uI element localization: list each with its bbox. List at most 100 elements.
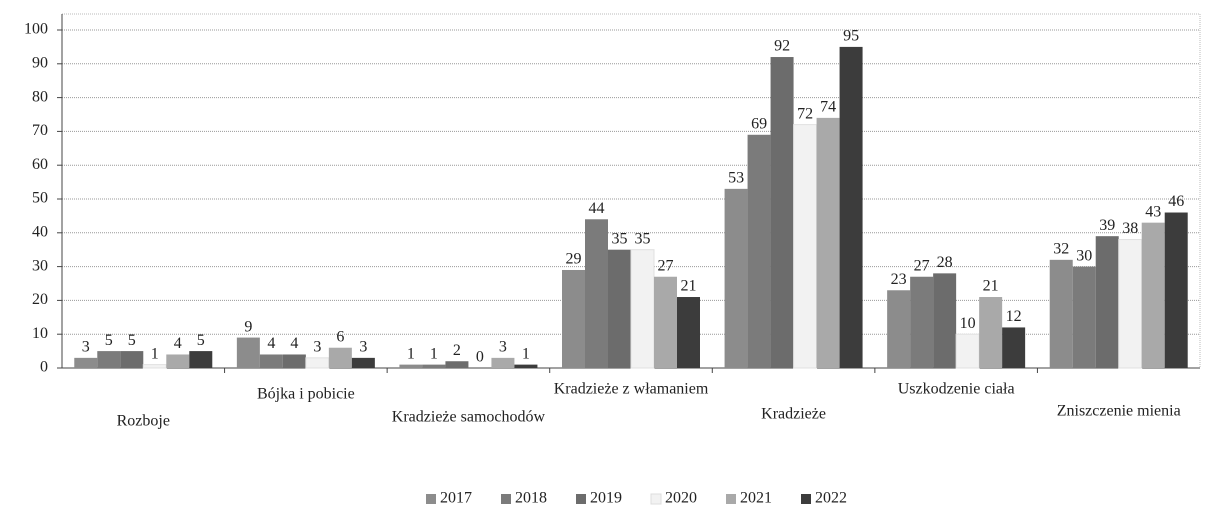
data-label: 3 [499,339,507,356]
y-tick-label: 30 [32,257,48,274]
y-tick-label: 20 [32,291,48,308]
bar [585,219,608,368]
bar [328,347,352,368]
data-label: 27 [658,257,674,274]
y-tick-label: 60 [32,156,48,173]
bar [793,124,818,369]
bar [724,188,748,368]
bar [166,354,190,368]
data-label: 3 [82,339,90,356]
data-label: 4 [290,335,298,352]
data-label: 35 [612,230,628,247]
data-label: 95 [843,28,859,45]
bar [654,276,677,368]
y-tick-label: 0 [40,359,48,376]
data-label: 21 [681,278,697,295]
data-label: 28 [937,254,953,271]
bar [1095,236,1119,368]
x-tick-label: Rozboje [117,413,170,430]
data-label: 43 [1145,203,1161,220]
legend-swatch [576,494,586,504]
bar [259,354,283,368]
bar [816,117,840,368]
x-tick-label: Kradzieże [761,406,826,423]
bar [630,249,655,369]
bar [1164,212,1188,368]
data-label: 9 [244,318,252,335]
data-label: 27 [914,257,930,274]
bar [491,357,515,368]
data-label: 29 [566,251,582,268]
legend-swatch [650,493,662,505]
data-label: 1 [430,345,438,362]
data-label: 5 [197,332,205,349]
data-label: 21 [983,278,999,295]
bar [236,337,260,368]
bar [910,276,934,368]
bar [422,364,446,368]
legend-label: 2022 [815,490,847,507]
data-label: 32 [1053,241,1069,258]
bar [747,134,771,368]
data-label: 44 [589,200,605,217]
data-label: 30 [1076,247,1092,264]
x-tick-label: Zniszczenie mienia [1057,403,1181,420]
bar [351,357,375,368]
data-label: 4 [267,335,275,352]
bar [770,57,794,368]
bar [142,364,167,369]
y-tick-label: 80 [32,88,48,105]
data-label: 1 [151,345,159,362]
data-label: 39 [1099,217,1115,234]
data-label: 74 [820,99,836,116]
bar [282,354,306,368]
x-tick-label: Kradzieże samochodów [392,409,546,426]
bar [677,297,700,368]
data-label: 3 [359,339,367,356]
data-label: 38 [1122,220,1138,237]
data-label: 1 [522,345,530,362]
bar [933,273,957,368]
data-label: 4 [174,335,182,352]
data-label: 2 [453,342,461,359]
bar [445,361,469,368]
bar [1072,266,1096,368]
legend-swatch [726,494,736,504]
bar [839,46,863,369]
bar [514,364,538,368]
data-label: 46 [1168,193,1184,210]
y-tick-label: 70 [32,122,48,139]
bar [1002,327,1026,368]
x-tick-label: Uszkodzenie ciała [898,381,1015,398]
data-label: 72 [797,105,813,122]
data-label: 3 [313,339,321,356]
data-label: 35 [635,230,651,247]
bar [979,297,1003,368]
bar [562,269,585,368]
bar [399,364,423,368]
data-label: 12 [1006,308,1022,325]
data-label: 1 [407,345,415,362]
legend-label: 2021 [740,490,772,507]
y-tick-label: 90 [32,54,48,71]
legend-label: 2018 [515,490,547,507]
bar [74,357,98,368]
data-label: 53 [728,170,744,187]
data-label: 92 [774,38,790,55]
bar [189,351,213,368]
bar [120,351,144,368]
y-tick-label: 50 [32,190,48,207]
data-label: 6 [336,328,344,345]
legend-label: 2017 [440,490,472,507]
data-label: 0 [476,349,484,366]
legend-label: 2020 [665,490,697,507]
y-tick-label: 40 [32,223,48,240]
bar [1049,259,1073,368]
x-tick-label: Kradzieże z włamaniem [554,381,709,398]
data-label: 5 [128,332,136,349]
data-label: 69 [751,115,767,132]
legend-swatch [801,494,811,504]
legend-swatch [501,494,511,504]
